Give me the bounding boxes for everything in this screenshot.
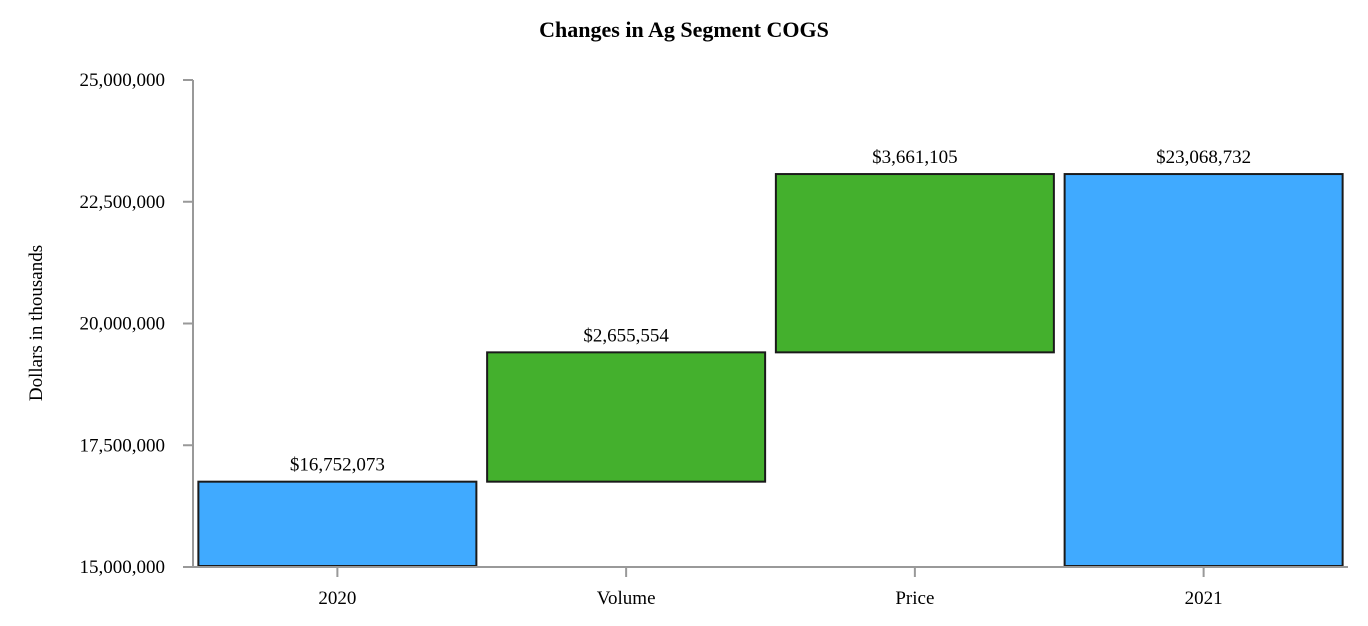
- y-tick-label: 22,500,000: [80, 192, 166, 213]
- bar-price: [774, 173, 1055, 354]
- bar-value-label: $3,661,105: [872, 147, 958, 168]
- y-tick-label: 15,000,000: [80, 557, 166, 578]
- y-tick-label: 25,000,000: [80, 70, 166, 91]
- x-tick-label: Price: [895, 588, 934, 609]
- bar-2020: [197, 480, 478, 567]
- bar-value-label: $23,068,732: [1156, 147, 1251, 168]
- y-tick-label: 20,000,000: [80, 314, 166, 335]
- x-tick-label: Volume: [597, 588, 656, 609]
- bar-value-label: $2,655,554: [583, 325, 669, 346]
- x-tick-label: 2020: [318, 588, 356, 609]
- chart-title: Changes in Ag Segment COGS: [539, 17, 829, 42]
- x-tick-label: 2021: [1185, 588, 1223, 609]
- y-tick-label: 17,500,000: [80, 435, 166, 456]
- bar-value-label: $16,752,073: [290, 455, 385, 476]
- bar-volume: [486, 351, 767, 483]
- bar-2021: [1063, 173, 1344, 567]
